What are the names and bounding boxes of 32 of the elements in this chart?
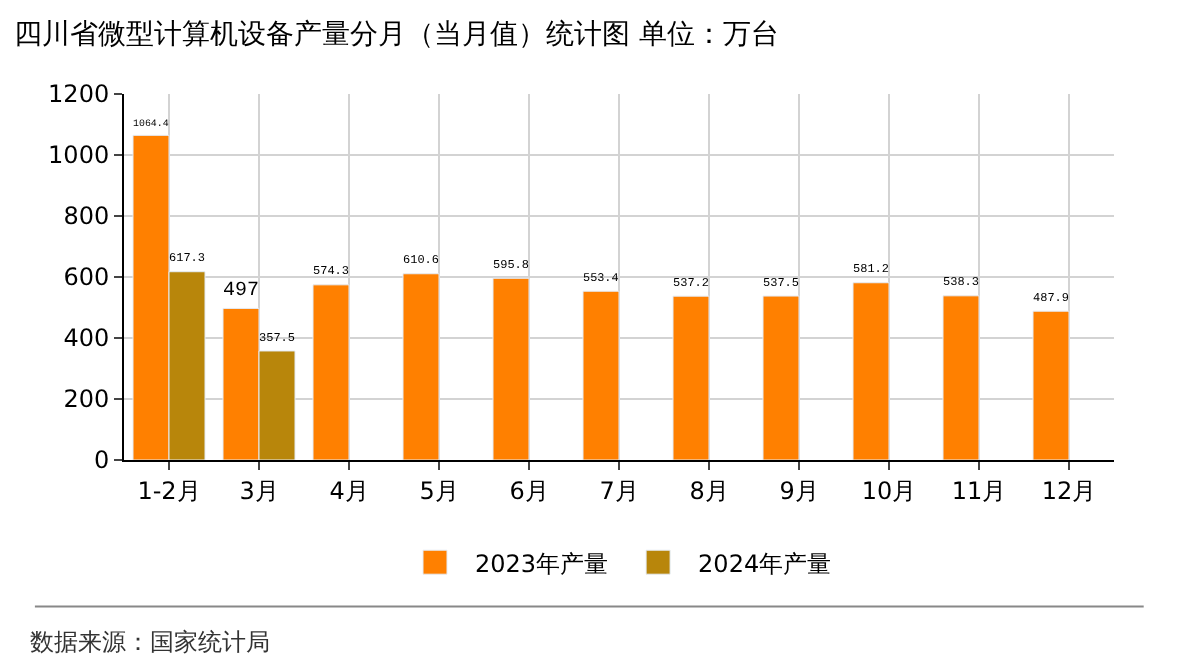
chart-title: 四川省微型计算机设备产量分月（当月值）统计图 单位：万台 [14, 18, 780, 51]
x-tick-label: 7月 [599, 476, 639, 505]
x-tick-label: 8月 [689, 476, 729, 505]
x-tick-label: 12月 [1041, 476, 1097, 505]
bar [582, 290, 620, 460]
y-tick-label: 600 [63, 263, 110, 292]
y-tick-label: 1200 [48, 80, 110, 109]
y-tick-label: 200 [63, 385, 110, 414]
legend-label: 2024年产量 [698, 549, 832, 578]
y-tick-label: 1000 [48, 141, 110, 170]
legend-label: 2023年产量 [475, 549, 609, 578]
y-tick-label: 0 [93, 446, 110, 475]
x-tick-label: 4月 [329, 476, 369, 505]
data-label: 497 [223, 279, 259, 302]
bar [312, 284, 350, 460]
y-tick-label: 800 [63, 202, 110, 231]
x-tick-label: 3月 [239, 476, 279, 505]
bar [492, 277, 530, 460]
y-tick-label: 400 [63, 324, 110, 353]
bar [402, 273, 440, 460]
bar [672, 295, 710, 460]
x-tick-label: 6月 [509, 476, 549, 505]
x-tick-label: 11月 [951, 476, 1007, 505]
bar [942, 295, 980, 460]
source-note: 数据来源：国家统计局 [30, 628, 270, 656]
bar [762, 295, 800, 460]
x-tick-label: 10月 [861, 476, 917, 505]
x-tick-label: 5月 [419, 476, 459, 505]
bar [852, 282, 890, 460]
x-tick-label: 1-2月 [137, 476, 201, 505]
bar [1032, 310, 1070, 460]
x-tick-label: 9月 [779, 476, 819, 505]
